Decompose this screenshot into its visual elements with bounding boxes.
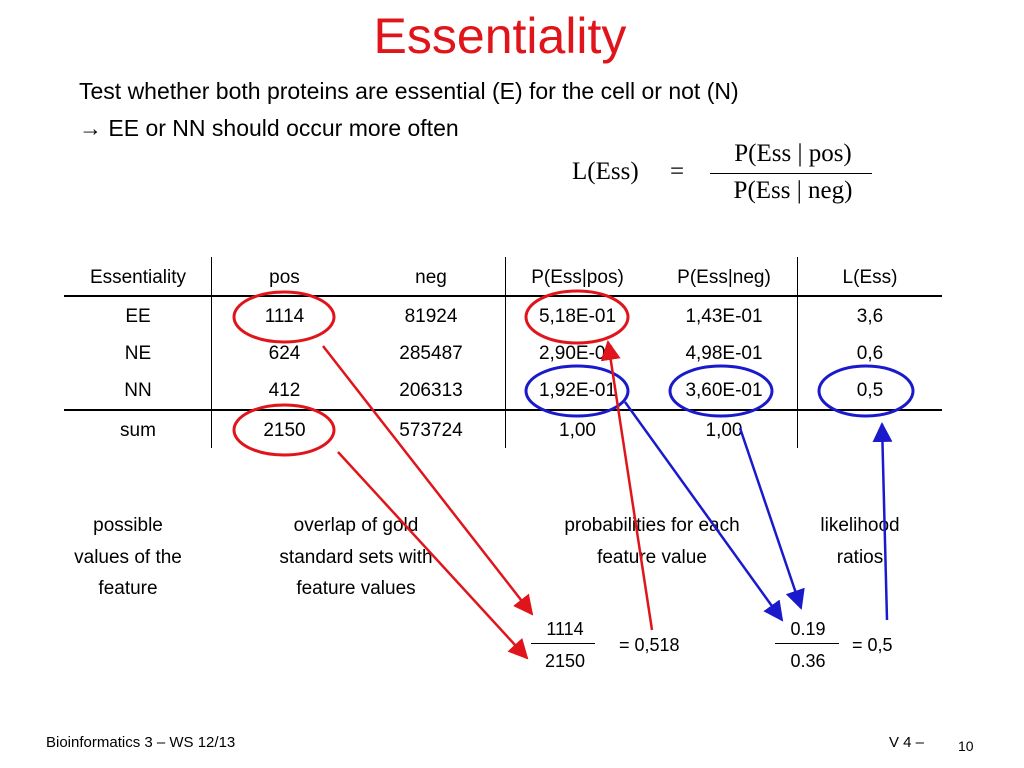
table-cell: NE <box>124 343 152 364</box>
fraction-1-bar <box>531 643 595 644</box>
table-cell: 1,43E-01 <box>685 306 763 327</box>
fraction-2-result: = 0,5 <box>852 635 893 655</box>
table-header-rule <box>64 295 942 297</box>
header-essentiality: Essentiality <box>89 267 187 288</box>
table-cell: EE <box>125 306 151 327</box>
table-sum-rule <box>64 409 942 411</box>
table-cell: 206313 <box>399 380 463 401</box>
header-neg: neg <box>415 267 447 288</box>
fraction-2-denominator: 0.36 <box>790 651 826 671</box>
formula-numerator: P(Ess | pos) <box>734 140 852 167</box>
table-cell: 2,90E-01 <box>538 343 617 364</box>
fraction-1-result: = 0,518 <box>619 635 680 655</box>
fraction-2-numerator: 0.19 <box>790 619 826 639</box>
formula-equals: = <box>670 158 685 185</box>
formula-denominator: P(Ess | neg) <box>733 177 853 204</box>
header-pos: pos <box>269 267 300 288</box>
table-divider-3 <box>797 257 798 448</box>
footer-course: Bioinformatics 3 – WS 12/13 <box>46 734 236 751</box>
explanation-probabilities: probabilities for each feature value <box>564 515 740 568</box>
explanation-overlap: overlap of gold standard sets with featu… <box>279 515 433 599</box>
table-cell: 81924 <box>404 306 458 327</box>
table-divider-2 <box>505 257 506 448</box>
intro-line-2: → EE or NN should occur more often <box>79 115 459 141</box>
page-number: 10 <box>958 738 974 754</box>
fraction-2-bar <box>775 643 839 644</box>
intro-line-1: Test whether both proteins are essential… <box>79 78 739 104</box>
table-cell: 573724 <box>399 420 463 441</box>
explanation-feature-values: possible values of the feature <box>74 515 182 599</box>
formula-lhs: L(Ess) <box>572 158 639 185</box>
table-cell: 3,6 <box>856 306 884 327</box>
table-cell: 285487 <box>399 343 463 364</box>
table-cell: 1,00 <box>559 420 596 441</box>
slide-title: Essentiality <box>373 8 627 64</box>
footer-lecture: V 4 – <box>889 734 925 751</box>
table-cell: 0,6 <box>856 343 884 364</box>
table-divider-1 <box>211 257 212 448</box>
table-cell: 4,98E-01 <box>685 343 763 364</box>
table-cell: 0,5 <box>856 380 884 401</box>
explanation-likelihood-ratios: likelihood ratios <box>820 515 900 568</box>
table-cell: 2150 <box>263 420 306 441</box>
fraction-1-numerator: 1114 <box>546 619 584 639</box>
table-cell: 1,00 <box>705 420 743 441</box>
table-cell: NN <box>124 380 152 401</box>
table-cell: 1,92E-01 <box>538 380 617 401</box>
table-cell: 5,18E-01 <box>538 306 617 327</box>
formula-fraction-bar <box>710 173 872 174</box>
table-cell: 624 <box>268 343 301 364</box>
header-p-ess-neg: P(Ess|neg) <box>677 267 771 288</box>
fraction-1-denominator: 2150 <box>544 651 586 671</box>
table-cell: 3,60E-01 <box>685 380 763 401</box>
header-l-ess: L(Ess) <box>842 267 898 288</box>
table-cell: 412 <box>268 380 301 401</box>
table-cell: sum <box>120 420 156 441</box>
header-p-ess-pos: P(Ess|pos) <box>531 267 624 288</box>
table-cell: 1114 <box>264 306 305 327</box>
